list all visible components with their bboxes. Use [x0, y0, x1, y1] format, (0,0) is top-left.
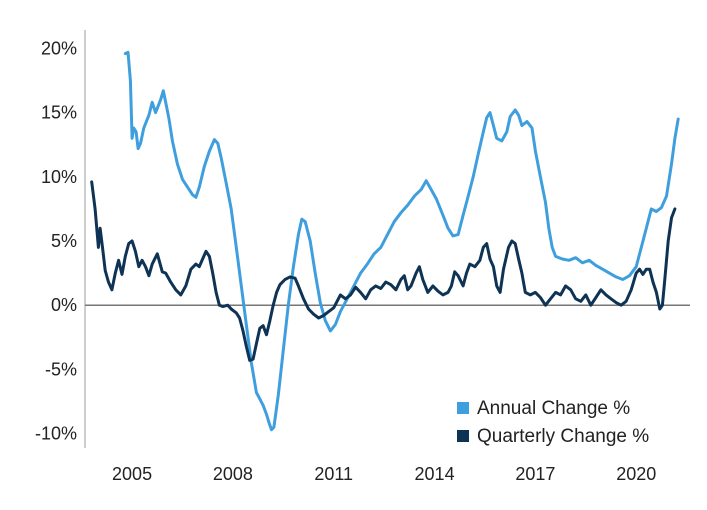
y-axis-ticks: 20% 15% 10% 5% 0% -5% -10%	[35, 38, 77, 443]
legend-label: Quarterly Change %	[477, 426, 649, 447]
x-tick-label: 2014	[415, 464, 455, 484]
legend-label: Annual Change %	[477, 398, 630, 419]
y-tick-label: -10%	[35, 424, 77, 444]
y-tick-label: 0%	[51, 295, 77, 315]
y-tick-label: -5%	[45, 359, 77, 379]
y-tick-label: 5%	[51, 231, 77, 251]
x-tick-label: 2008	[213, 464, 253, 484]
y-tick-label: 15%	[41, 103, 77, 123]
legend-swatch	[457, 430, 469, 442]
y-tick-label: 20%	[41, 38, 77, 58]
y-tick-label: 10%	[41, 167, 77, 187]
legend: Annual Change % Quarterly Change %	[457, 398, 649, 447]
x-axis-ticks: 2005 2008 2011 2014 2017 2020	[112, 464, 656, 484]
x-tick-label: 2017	[515, 464, 555, 484]
series-lines	[90, 50, 680, 432]
x-tick-label: 2005	[112, 464, 152, 484]
series-line-quarterly-change	[90, 180, 677, 362]
x-tick-label: 2011	[314, 464, 353, 484]
x-tick-label: 2020	[616, 464, 656, 484]
series-line-annual-change	[123, 50, 680, 432]
legend-swatch	[457, 402, 469, 414]
